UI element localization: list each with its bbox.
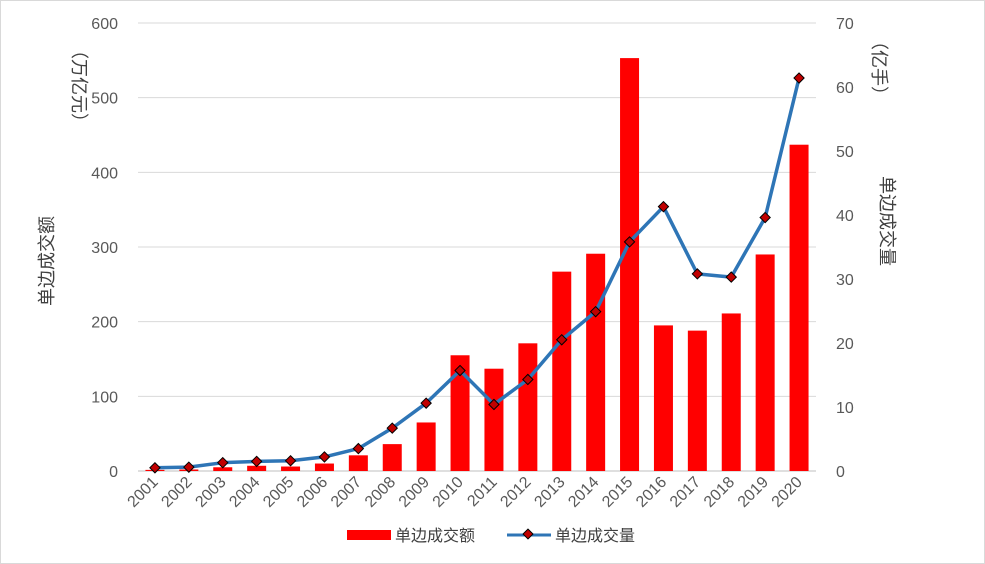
line-point [623, 236, 636, 248]
line-point [149, 462, 161, 474]
legend-line-marker [522, 528, 534, 540]
line-point [488, 398, 500, 411]
line-point [183, 461, 195, 473]
gridlines [138, 22, 816, 472]
bar [213, 467, 233, 471]
line-point [420, 397, 432, 409]
x-tick-label: 2012 [497, 474, 534, 511]
line-point [386, 422, 399, 434]
right-tick-label: 0 [836, 464, 845, 481]
bar [755, 254, 775, 471]
x-tick-label: 2016 [633, 474, 670, 511]
line-point [284, 454, 297, 467]
left-tick-label: 600 [91, 16, 118, 33]
left-tick-label: 400 [91, 165, 118, 182]
bar [450, 355, 470, 471]
bar [416, 422, 436, 471]
bar [348, 455, 368, 471]
line-point [589, 305, 602, 318]
left-tick-label: 0 [109, 464, 118, 481]
bar [552, 271, 572, 471]
line-point [657, 200, 670, 213]
x-tick-label: 2003 [192, 474, 229, 511]
left-tick-label: 200 [91, 315, 118, 332]
x-tick-label: 2020 [769, 474, 806, 511]
line-point [725, 271, 738, 283]
legend: 单边成交额 单边成交量 [347, 526, 635, 545]
bar [687, 330, 707, 471]
bar [721, 313, 741, 471]
x-tick-label: 2015 [599, 474, 636, 511]
bar [382, 444, 402, 471]
line-point [759, 211, 771, 224]
bar [484, 368, 504, 471]
right-axis-ticks: 0 10 20 30 40 50 60 70 [836, 16, 854, 481]
x-tick-label: 2018 [701, 474, 738, 511]
bar [586, 253, 606, 471]
bar [653, 325, 673, 471]
bar-series [145, 58, 809, 472]
right-axis-label: 单边成交量 [876, 176, 897, 266]
x-tick-label: 2014 [565, 474, 602, 511]
line-point [454, 364, 466, 377]
right-tick-label: 30 [836, 272, 854, 289]
line-point [691, 268, 704, 280]
left-tick-label: 100 [91, 389, 118, 406]
x-tick-label: 2006 [294, 474, 331, 511]
bar [247, 465, 267, 471]
legend-line-label: 单边成交量 [555, 526, 635, 545]
x-tick-label: 2007 [328, 474, 365, 511]
line-point [216, 456, 229, 469]
left-axis-ticks: 0 100 200 300 400 500 600 [91, 16, 118, 481]
legend-bar-label: 单边成交额 [395, 526, 475, 545]
right-tick-label: 40 [836, 208, 854, 225]
x-tick-label: 2010 [430, 474, 467, 511]
bar [620, 58, 640, 472]
line-point [250, 455, 263, 468]
right-tick-label: 10 [836, 400, 854, 417]
legend-bar-swatch [347, 530, 391, 540]
line-series [149, 72, 805, 474]
line-point [522, 373, 534, 386]
right-tick-label: 60 [836, 80, 854, 97]
right-axis-unit: （亿手） [868, 32, 889, 104]
x-tick-label: 2009 [396, 474, 433, 511]
right-tick-label: 70 [836, 16, 854, 33]
left-tick-label: 300 [91, 240, 118, 257]
x-tick-label: 2002 [158, 474, 195, 511]
x-axis-ticks: 2001200220032004200520062007200820092010… [125, 474, 806, 511]
x-tick-label: 2008 [362, 474, 399, 511]
right-tick-label: 20 [836, 336, 854, 353]
x-tick-label: 2011 [464, 474, 500, 510]
line-point [352, 442, 365, 455]
bar [314, 463, 334, 471]
x-tick-label: 2017 [667, 474, 704, 511]
left-tick-label: 500 [91, 91, 118, 108]
line-point [555, 334, 568, 346]
x-tick-label: 2001 [125, 474, 162, 511]
left-axis-label: 单边成交额 [37, 216, 58, 306]
line-point [318, 451, 331, 463]
bar [518, 343, 538, 471]
x-tick-label: 2013 [531, 474, 568, 511]
bar [789, 144, 809, 471]
bar [281, 466, 301, 471]
x-tick-label: 2019 [735, 474, 772, 511]
left-axis-unit: （万亿元） [68, 41, 89, 131]
x-tick-label: 2005 [260, 474, 297, 511]
line-point [793, 72, 805, 84]
right-tick-label: 50 [836, 144, 854, 161]
x-tick-label: 2004 [226, 474, 263, 511]
